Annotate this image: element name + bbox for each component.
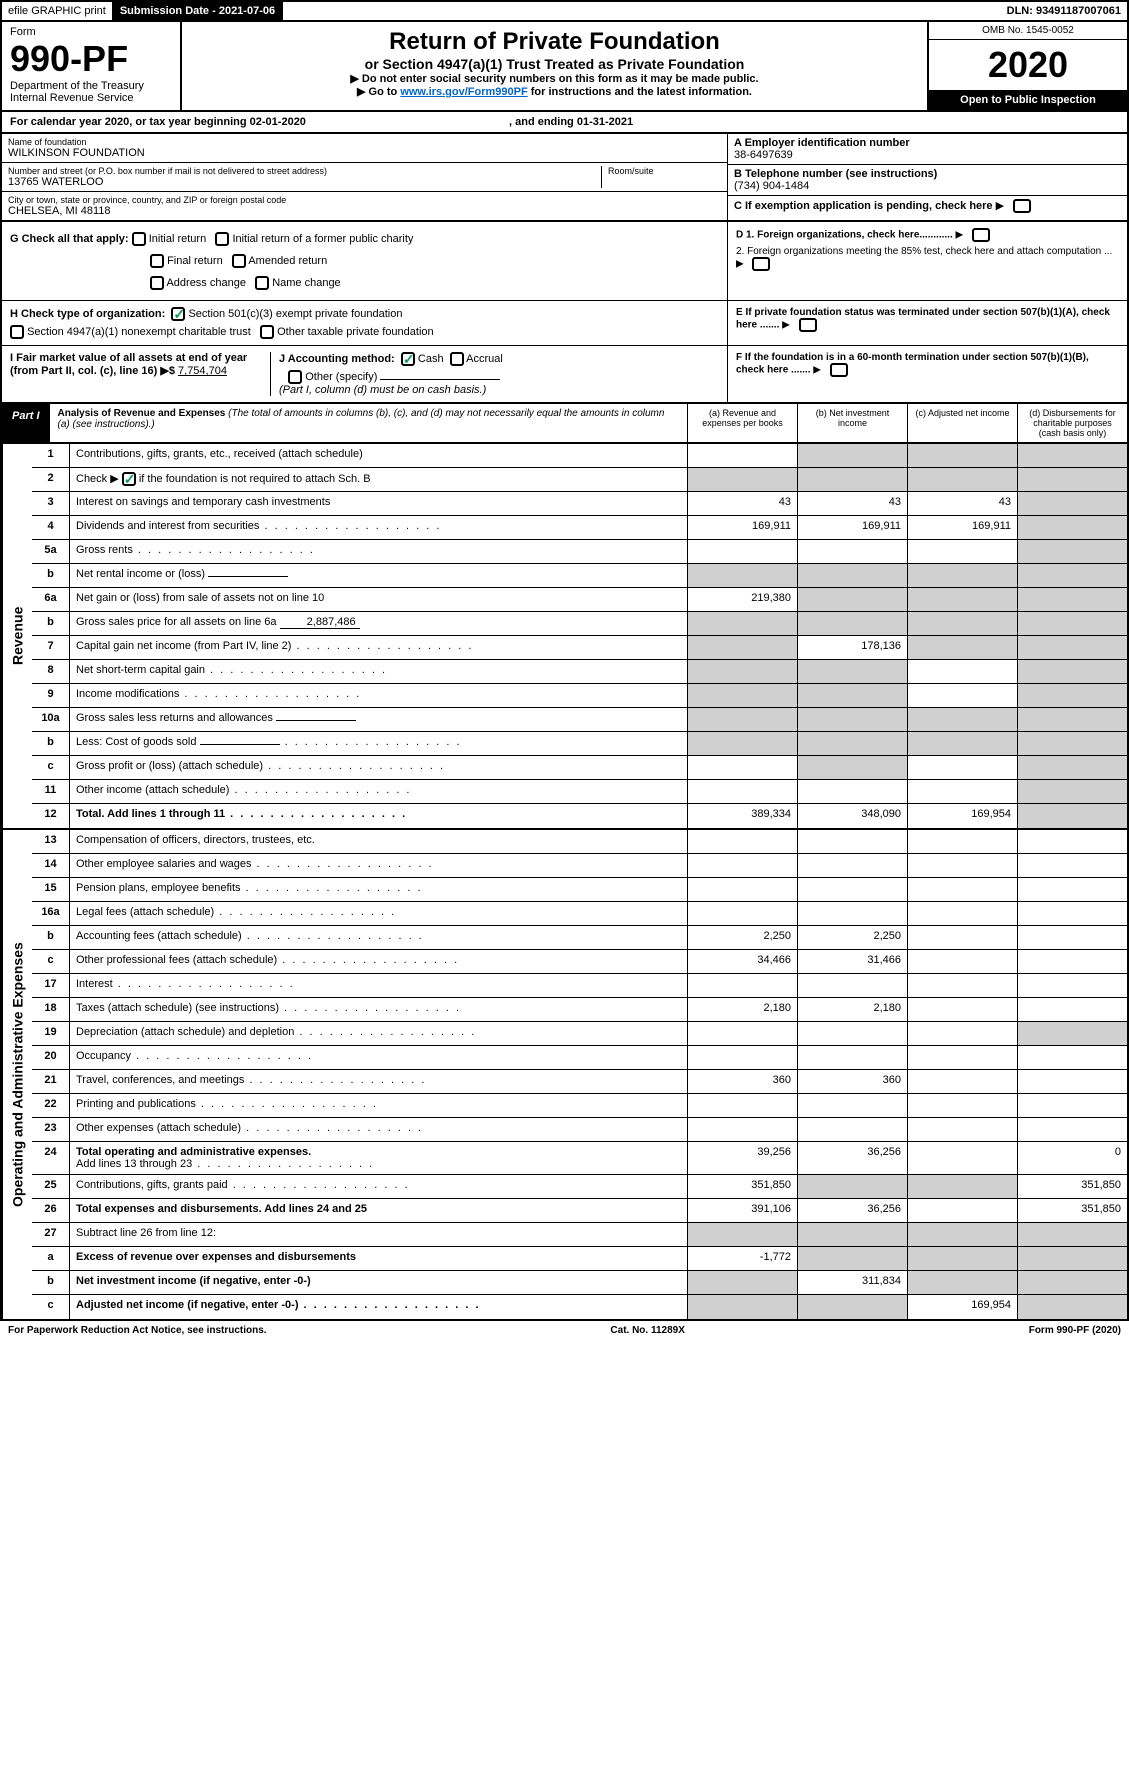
c-checkbox[interactable] (1013, 199, 1031, 213)
tax-year: 2020 (929, 40, 1127, 90)
j-other-check[interactable] (288, 370, 302, 384)
form-label: Form (10, 26, 172, 38)
h2-checkbox[interactable] (10, 325, 24, 339)
form-note2: ▶ Go to www.irs.gov/Form990PF for instru… (194, 85, 915, 98)
submission-date: Submission Date - 2021-07-06 (114, 2, 283, 20)
d2-checkbox[interactable] (752, 257, 770, 271)
page-footer: For Paperwork Reduction Act Notice, see … (0, 1321, 1129, 1340)
part1-header: Part I Analysis of Revenue and Expenses … (0, 404, 1129, 444)
schb-check[interactable] (122, 472, 136, 486)
col-b: (b) Net investment income (797, 404, 907, 442)
revenue-section: Revenue 1Contributions, gifts, grants, e… (0, 444, 1129, 830)
expense-section: Operating and Administrative Expenses 13… (0, 830, 1129, 1321)
amended-check[interactable] (232, 254, 246, 268)
phone-value: (734) 904-1484 (734, 180, 1121, 192)
i-value: 7,754,704 (178, 365, 227, 377)
footer-left: For Paperwork Reduction Act Notice, see … (8, 1325, 267, 1336)
h1-checkbox[interactable] (171, 307, 185, 321)
efile-label: efile GRAPHIC print (2, 2, 114, 20)
foundation-name: WILKINSON FOUNDATION (8, 147, 721, 159)
col-d: (d) Disbursements for charitable purpose… (1017, 404, 1127, 442)
form-note1: ▶ Do not enter social security numbers o… (194, 72, 915, 85)
name-label: Name of foundation (8, 137, 721, 147)
initial-former-check[interactable] (215, 232, 229, 246)
f-checkbox[interactable] (830, 363, 848, 377)
h3-checkbox[interactable] (260, 325, 274, 339)
footer-right: Form 990-PF (2020) (1029, 1325, 1121, 1336)
foundation-addr: 13765 WATERLOO (8, 176, 601, 188)
phone-label: B Telephone number (see instructions) (734, 168, 1121, 180)
col-c: (c) Adjusted net income (907, 404, 1017, 442)
c-label: C If exemption application is pending, c… (734, 200, 993, 212)
expense-label: Operating and Administrative Expenses (2, 830, 32, 1319)
foundation-info: Name of foundation WILKINSON FOUNDATION … (0, 134, 1129, 222)
h-label: H Check type of organization: (10, 308, 165, 320)
ein-label: A Employer identification number (734, 137, 1121, 149)
revenue-label: Revenue (2, 444, 32, 828)
foundation-city: CHELSEA, MI 48118 (8, 205, 721, 217)
name-change-check[interactable] (255, 276, 269, 290)
final-return-check[interactable] (150, 254, 164, 268)
form-subtitle: or Section 4947(a)(1) Trust Treated as P… (194, 56, 915, 72)
irs-link[interactable]: www.irs.gov/Form990PF (400, 86, 527, 98)
dept2: Internal Revenue Service (10, 92, 172, 104)
form-title: Return of Private Foundation (194, 28, 915, 56)
form-header: Form 990-PF Department of the Treasury I… (0, 22, 1129, 112)
j-accrual-check[interactable] (450, 352, 464, 366)
city-label: City or town, state or province, country… (8, 195, 721, 205)
part1-label: Part I (2, 404, 50, 442)
dln: DLN: 93491187007061 (1001, 2, 1127, 20)
e-checkbox[interactable] (799, 318, 817, 332)
calendar-year: For calendar year 2020, or tax year begi… (0, 112, 1129, 134)
initial-return-check[interactable] (132, 232, 146, 246)
form-number: 990-PF (10, 38, 172, 80)
d1-checkbox[interactable] (972, 228, 990, 242)
inspection-label: Open to Public Inspection (929, 90, 1127, 110)
footer-mid: Cat. No. 11289X (610, 1325, 684, 1336)
ein-value: 38-6497639 (734, 149, 1121, 161)
col-a: (a) Revenue and expenses per books (687, 404, 797, 442)
j-cash-check[interactable] (401, 352, 415, 366)
omb-number: OMB No. 1545-0052 (929, 22, 1127, 40)
check-sections: G Check all that apply: Initial return I… (0, 222, 1129, 404)
address-change-check[interactable] (150, 276, 164, 290)
dept1: Department of the Treasury (10, 80, 172, 92)
room-label: Room/suite (608, 166, 721, 176)
header-bar: efile GRAPHIC print Submission Date - 20… (0, 0, 1129, 22)
j-label: J Accounting method: (279, 353, 395, 365)
addr-label: Number and street (or P.O. box number if… (8, 166, 601, 176)
g-label: G Check all that apply: (10, 233, 129, 245)
